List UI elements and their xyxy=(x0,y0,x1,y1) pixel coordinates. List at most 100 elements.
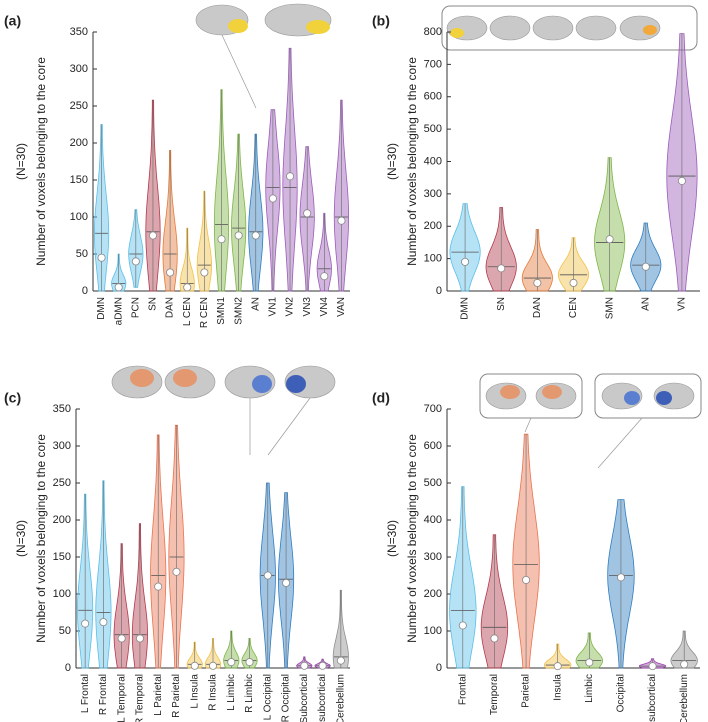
x-tick-label: Frontal xyxy=(457,674,468,705)
mean-dot xyxy=(458,621,467,630)
x-tick-label: subcortical xyxy=(647,674,658,722)
n-label: (N=30) xyxy=(385,143,399,180)
mean-dot xyxy=(282,578,291,587)
x-tick-label: R Occipital xyxy=(281,674,292,722)
mean-dot xyxy=(245,658,254,667)
x-tick-label: R Insula xyxy=(208,674,219,711)
mean-dot xyxy=(648,662,657,671)
y-tick-label: 0 xyxy=(82,285,88,297)
x-tick-label: CEN xyxy=(568,297,579,318)
y-tick-label: 350 xyxy=(53,403,71,415)
y-axis-label: Number of voxels belonging to the core xyxy=(34,57,48,266)
mean-dot xyxy=(135,634,144,643)
y-tick-label: 300 xyxy=(53,440,71,452)
x-tick-label: SMN2 xyxy=(233,297,244,325)
mean-dot xyxy=(234,231,243,240)
mean-dot xyxy=(251,231,260,240)
y-tick-label: 500 xyxy=(424,477,442,489)
mean-dot xyxy=(154,582,163,591)
mean-dot xyxy=(148,231,157,240)
mean-dot xyxy=(461,257,470,266)
x-tick-label: AN xyxy=(250,297,261,311)
mean-dot xyxy=(303,209,312,218)
y-tick-label: 150 xyxy=(53,551,71,563)
y-tick-label: 250 xyxy=(70,100,88,112)
mean-dot xyxy=(497,264,506,273)
y-tick-label: 600 xyxy=(424,91,442,103)
y-axis-label: Number of voxels belonging to the core xyxy=(405,434,419,643)
x-tick-label: VN1 xyxy=(268,297,279,317)
x-tick-label: aDMN xyxy=(113,297,124,325)
mean-dot xyxy=(200,268,209,277)
x-tick-label: VN4 xyxy=(319,297,330,317)
panel-label: (c) xyxy=(4,390,21,406)
x-tick-label: SMN xyxy=(604,297,615,319)
mean-dot xyxy=(680,660,689,669)
x-tick-label: VN2 xyxy=(285,297,296,317)
x-tick-label: DAN xyxy=(165,297,176,318)
mean-dot xyxy=(490,634,499,643)
mean-dot xyxy=(286,172,295,181)
x-tick-label: Occipital xyxy=(616,674,627,712)
mean-dot xyxy=(533,278,542,287)
panel-0: (a) Number of voxels belonging to the cor… xyxy=(4,13,350,328)
mean-dot xyxy=(263,571,272,580)
n-label: (N=30) xyxy=(14,520,28,557)
panel-label: (a) xyxy=(4,13,21,29)
x-tick-label: R CEN xyxy=(199,297,210,328)
x-tick-label: R subcortical xyxy=(317,674,328,722)
mean-dot xyxy=(641,262,650,271)
y-tick-label: 0 xyxy=(436,662,442,674)
x-tick-label: Limbic xyxy=(584,674,595,703)
mean-dot xyxy=(117,634,126,643)
n-label: (N=30) xyxy=(385,520,399,557)
panel-label: (b) xyxy=(372,13,390,29)
mean-dot xyxy=(208,661,217,670)
mean-dot xyxy=(268,194,277,203)
mean-dot xyxy=(114,283,123,292)
x-tick-label: SN xyxy=(496,297,507,311)
x-tick-label: L Limbic xyxy=(226,674,237,711)
mean-dot xyxy=(217,235,226,244)
x-tick-label: R Temporal xyxy=(135,674,146,722)
y-tick-label: 350 xyxy=(70,26,88,38)
x-tick-label: Insula xyxy=(552,674,563,701)
panel-1: (b) Number of voxels belonging to the cor… xyxy=(372,13,700,320)
mean-dot xyxy=(81,619,90,628)
y-tick-label: 200 xyxy=(424,588,442,600)
x-tick-label: PCN xyxy=(130,297,141,318)
x-tick-label: SMN1 xyxy=(216,297,227,325)
mean-dot xyxy=(99,618,108,627)
panel-3: (d) Number of voxels belonging to the cor… xyxy=(372,390,700,722)
y-axis-label: Number of voxels belonging to the core xyxy=(405,57,419,266)
y-tick-label: 300 xyxy=(424,551,442,563)
mean-dot xyxy=(336,656,345,665)
brain-insets-d xyxy=(479,373,702,469)
brain-insets-b xyxy=(441,5,698,51)
x-tick-label: L Temporal xyxy=(116,674,127,722)
x-tick-label: VN3 xyxy=(302,297,313,317)
y-tick-label: 300 xyxy=(70,63,88,75)
y-tick-label: 700 xyxy=(424,403,442,415)
y-tick-label: 250 xyxy=(53,477,71,489)
x-tick-label: L Frontal xyxy=(80,674,91,713)
x-tick-label: Temporal xyxy=(489,674,500,715)
mean-dot xyxy=(131,257,140,266)
mean-dot xyxy=(616,573,625,582)
panel-label: (d) xyxy=(372,390,390,406)
x-tick-label: Cerebellum xyxy=(336,674,347,722)
x-tick-label: L CEN xyxy=(182,297,193,326)
y-tick-label: 0 xyxy=(436,285,442,297)
mean-dot xyxy=(166,268,175,277)
y-tick-label: 100 xyxy=(53,588,71,600)
x-tick-label: VN xyxy=(677,297,688,311)
y-tick-label: 200 xyxy=(53,514,71,526)
y-tick-label: 100 xyxy=(424,253,442,265)
brain-insets-c xyxy=(111,365,336,456)
y-tick-label: 700 xyxy=(424,58,442,70)
mean-dot xyxy=(337,216,346,225)
n-label: (N=30) xyxy=(14,143,28,180)
y-tick-label: 800 xyxy=(424,26,442,38)
mean-dot xyxy=(605,235,614,244)
